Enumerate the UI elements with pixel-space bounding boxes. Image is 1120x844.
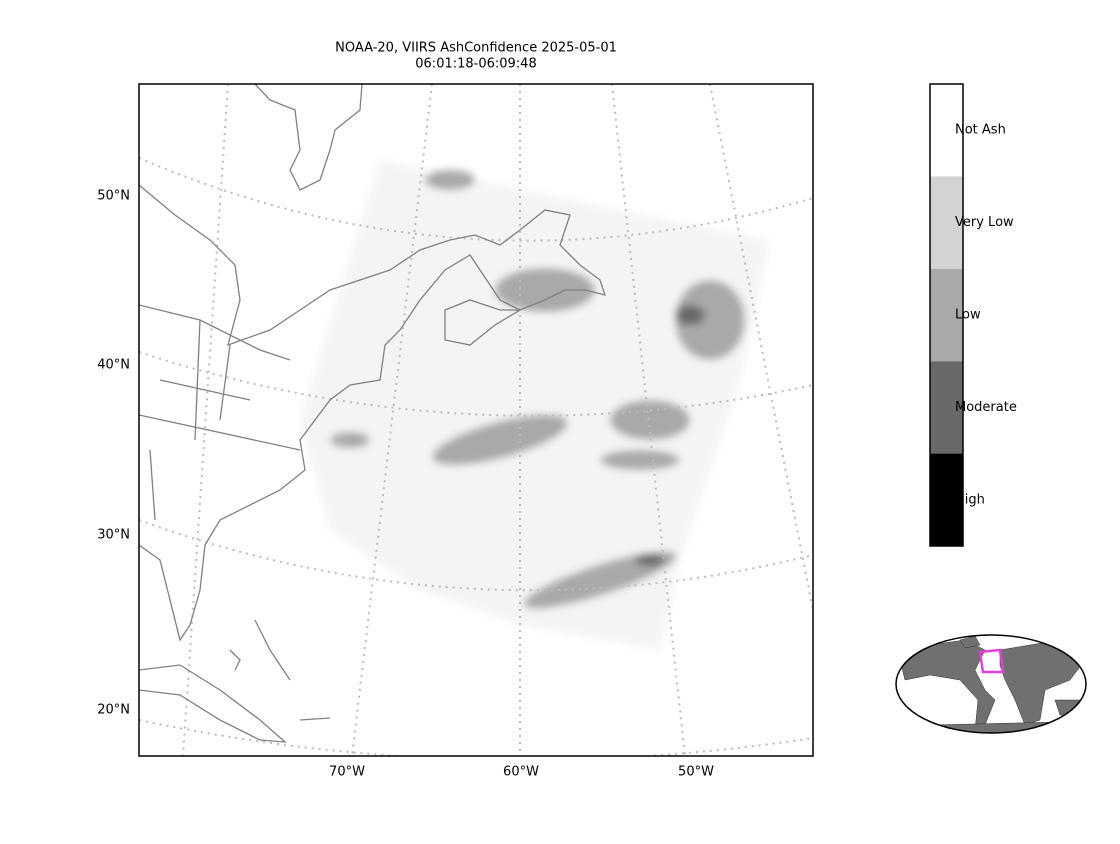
- lat-label: 40°N: [97, 358, 130, 373]
- title: NOAA-20, VIIRS AshConfidence 2025-05-010…: [335, 41, 617, 72]
- map-frame: [138, 83, 814, 757]
- colorbar-label: Moderate: [955, 400, 1017, 415]
- colorbar-segment: [930, 176, 963, 269]
- graticule: [139, 84, 813, 756]
- colorbar-segment: [930, 361, 963, 454]
- colorbar-label: Very Low: [955, 215, 1014, 230]
- coastlines: [139, 84, 606, 743]
- colorbar-segment: [930, 453, 963, 546]
- lon-label: 50°W: [678, 765, 714, 780]
- axis-labels: 50°N 40°N 30°N 20°N 70°W 60°W 50°W: [97, 189, 714, 780]
- colorbar-label: High: [955, 492, 985, 507]
- ash-field: [300, 160, 770, 650]
- colorbar: Not Ash Very Low Low Moderate High: [929, 83, 1017, 547]
- title-line: 06:01:18-06:09:48: [415, 57, 536, 72]
- lon-label: 70°W: [329, 765, 365, 780]
- title-line: NOAA-20, VIIRS AshConfidence 2025-05-01: [335, 41, 617, 56]
- lon-label: 60°W: [503, 765, 539, 780]
- lat-label: 20°N: [97, 703, 130, 718]
- map: [139, 84, 813, 756]
- colorbar-segment: [930, 84, 963, 177]
- lat-label: 30°N: [97, 528, 130, 543]
- colorbar-label: Not Ash: [955, 123, 1006, 138]
- inset-globe: [895, 634, 1087, 734]
- colorbar-frame: [929, 83, 964, 547]
- lat-label: 50°N: [97, 189, 130, 204]
- colorbar-label: Low: [955, 308, 981, 323]
- colorbar-segment: [930, 268, 963, 362]
